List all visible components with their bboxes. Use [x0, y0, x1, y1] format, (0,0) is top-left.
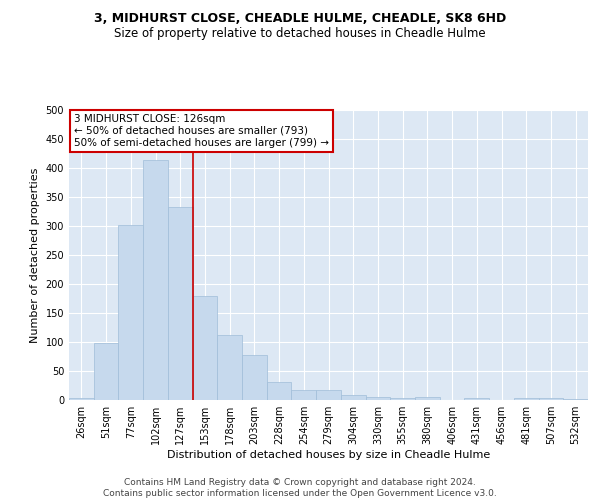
Text: 3 MIDHURST CLOSE: 126sqm
← 50% of detached houses are smaller (793)
50% of semi-: 3 MIDHURST CLOSE: 126sqm ← 50% of detach… [74, 114, 329, 148]
Bar [267, 382, 292, 400]
Bar [118, 226, 143, 400]
Bar [316, 390, 341, 400]
Bar [464, 398, 489, 400]
Bar [292, 390, 316, 400]
Bar [514, 398, 539, 400]
Bar [242, 356, 267, 400]
Bar [69, 398, 94, 400]
Bar [168, 208, 193, 400]
Bar [193, 296, 217, 400]
Bar [217, 335, 242, 400]
Text: Contains HM Land Registry data © Crown copyright and database right 2024.
Contai: Contains HM Land Registry data © Crown c… [103, 478, 497, 498]
Bar [390, 398, 415, 400]
Y-axis label: Number of detached properties: Number of detached properties [30, 168, 40, 342]
Bar [563, 399, 588, 400]
Bar [341, 395, 365, 400]
Bar [143, 160, 168, 400]
Bar [94, 342, 118, 400]
Bar [539, 398, 563, 400]
X-axis label: Distribution of detached houses by size in Cheadle Hulme: Distribution of detached houses by size … [167, 450, 490, 460]
Bar [415, 396, 440, 400]
Bar [365, 397, 390, 400]
Text: 3, MIDHURST CLOSE, CHEADLE HULME, CHEADLE, SK8 6HD: 3, MIDHURST CLOSE, CHEADLE HULME, CHEADL… [94, 12, 506, 26]
Text: Size of property relative to detached houses in Cheadle Hulme: Size of property relative to detached ho… [114, 28, 486, 40]
